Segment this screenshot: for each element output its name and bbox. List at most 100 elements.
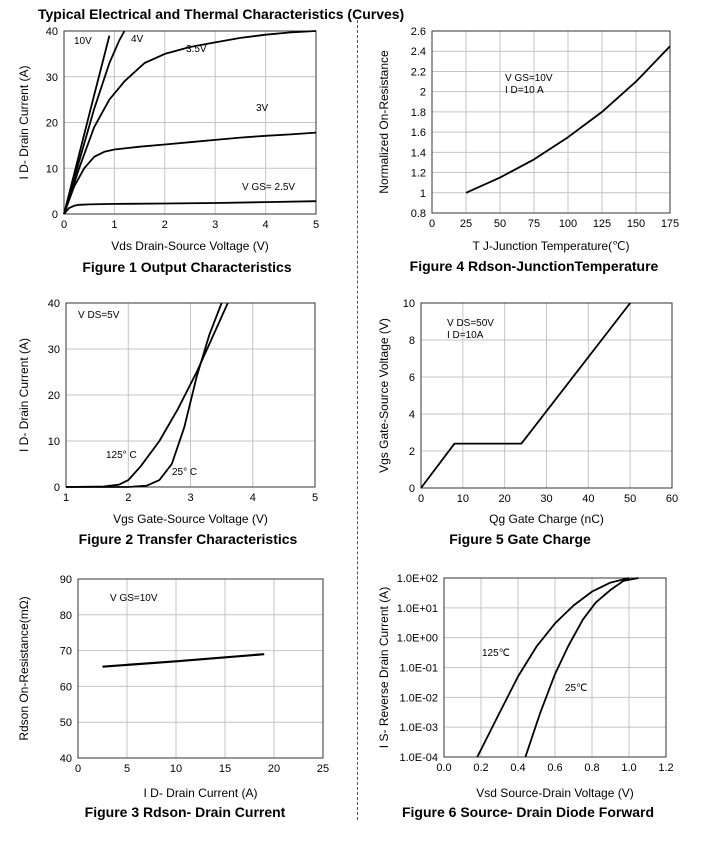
annotation-label: I D=10A bbox=[447, 330, 484, 341]
x-tick-label: 0.2 bbox=[473, 762, 488, 774]
plot-frame bbox=[77, 578, 324, 759]
series-label: 25℃ bbox=[565, 683, 587, 694]
y-tick-label: 1.2 bbox=[411, 168, 426, 180]
chart-fig3: 0 5 10 15 20 25 40 50 60 70 80 90 I D- Drain Current… bbox=[17, 574, 329, 820]
y-tick-label: 10 bbox=[48, 436, 60, 448]
y-tick-label: 40 bbox=[60, 753, 72, 765]
x-tick-label: 30 bbox=[540, 493, 552, 505]
annotation-label: V DS=5V bbox=[78, 310, 120, 321]
y-tick-label: 1.0E-04 bbox=[399, 752, 438, 764]
x-tick-label: 125 bbox=[593, 218, 611, 230]
x-tick-label: 150 bbox=[627, 218, 645, 230]
y-tick-label: 10 bbox=[46, 163, 58, 175]
x-tick-label: 1.2 bbox=[658, 762, 673, 774]
x-tick-label: 25 bbox=[317, 763, 329, 775]
x-axis-label: I D- Drain Current (A) bbox=[143, 786, 257, 800]
chart-fig5: 0 10 20 30 40 50 60 0 2 4 6 8 10 Qg Gate Charge (nC) V… bbox=[377, 298, 678, 547]
y-tick-label: 4 bbox=[409, 409, 415, 421]
y-tick-label: 10 bbox=[403, 298, 415, 310]
x-tick-label: 5 bbox=[313, 219, 319, 231]
y-tick-label: 0 bbox=[52, 209, 58, 221]
x-tick-label: 50 bbox=[624, 493, 636, 505]
x-tick-label: 1 bbox=[111, 219, 117, 231]
series-line bbox=[63, 200, 317, 215]
x-tick-label: 3 bbox=[212, 219, 218, 231]
plot-frame bbox=[420, 302, 673, 489]
x-tick-label: 1 bbox=[63, 492, 69, 504]
series-label: V GS= 2.5V bbox=[242, 182, 295, 193]
series-label: 125° C bbox=[106, 450, 137, 461]
y-tick-label: 0.8 bbox=[411, 208, 426, 220]
series-line bbox=[63, 30, 317, 215]
series-label: 25° C bbox=[172, 467, 197, 478]
y-axis-label: Vgs Gate-Source Voltage (V) bbox=[377, 318, 391, 473]
figure-caption: Figure 2 Transfer Characteristics bbox=[79, 531, 298, 547]
x-tick-label: 0.6 bbox=[547, 762, 562, 774]
series-line bbox=[524, 577, 639, 758]
figure-caption: Figure 4 Rdson-JunctionTemperature bbox=[410, 258, 659, 274]
x-tick-label: 1.0 bbox=[621, 762, 636, 774]
y-tick-label: 30 bbox=[46, 72, 58, 84]
x-tick-label: 50 bbox=[494, 218, 506, 230]
chart-fig2: 1 2 3 4 5 0 10 20 30 40 Vgs Gate-Source Voltage (V… bbox=[17, 298, 318, 547]
y-tick-label: 80 bbox=[60, 610, 72, 622]
x-axis-label: Qg Gate Charge (nC) bbox=[489, 512, 604, 526]
x-axis-label: Vsd Source-Drain Voltage (V) bbox=[476, 786, 633, 800]
y-axis-label: I D- Drain Current (A) bbox=[17, 338, 31, 452]
y-tick-label: 30 bbox=[48, 344, 60, 356]
figure-caption: Figure 6 Source- Drain Diode Forward bbox=[402, 804, 654, 820]
y-tick-label: 1.0E+01 bbox=[397, 603, 438, 615]
y-axis-label: I S- Reverse Drain Current (A) bbox=[377, 587, 391, 748]
x-tick-label: 0.4 bbox=[510, 762, 525, 774]
annotation-label: V DS=50V bbox=[447, 318, 494, 329]
x-tick-label: 0 bbox=[429, 218, 435, 230]
x-tick-label: 20 bbox=[499, 493, 511, 505]
y-tick-label: 1.8 bbox=[411, 107, 426, 119]
y-tick-label: 20 bbox=[48, 390, 60, 402]
y-tick-label: 2.6 bbox=[411, 26, 426, 38]
y-tick-label: 2.2 bbox=[411, 66, 426, 78]
x-tick-label: 2 bbox=[125, 492, 131, 504]
x-tick-label: 0 bbox=[418, 493, 424, 505]
y-tick-label: 1.0E+02 bbox=[397, 573, 438, 585]
x-tick-label: 100 bbox=[559, 218, 577, 230]
x-tick-label: 0 bbox=[75, 763, 81, 775]
y-tick-label: 50 bbox=[60, 717, 72, 729]
figure-caption: Figure 5 Gate Charge bbox=[449, 531, 591, 547]
chart-fig1: 0 1 2 3 4 5 0 10 20 30 40 Vds Drain-Source Voltage … bbox=[17, 26, 319, 275]
y-tick-label: 1.0E-02 bbox=[399, 692, 438, 704]
x-axis-label: T J-Junction Temperature(℃) bbox=[472, 239, 629, 253]
y-tick-label: 70 bbox=[60, 646, 72, 658]
plot-frame bbox=[443, 577, 667, 758]
y-tick-label: 2.4 bbox=[411, 46, 426, 58]
x-tick-label: 25 bbox=[460, 218, 472, 230]
y-tick-label: 60 bbox=[60, 681, 72, 693]
y-tick-label: 2 bbox=[420, 87, 426, 99]
y-tick-label: 6 bbox=[409, 372, 415, 384]
x-tick-label: 75 bbox=[528, 218, 540, 230]
y-tick-label: 40 bbox=[46, 26, 58, 38]
x-tick-label: 40 bbox=[582, 493, 594, 505]
x-tick-label: 2 bbox=[162, 219, 168, 231]
annotation-label: V GS=10V bbox=[505, 73, 553, 84]
x-tick-label: 4 bbox=[263, 219, 269, 231]
x-tick-label: 4 bbox=[250, 492, 256, 504]
plot-frame bbox=[65, 302, 316, 488]
y-tick-label: 1.0E-03 bbox=[399, 722, 438, 734]
series-line bbox=[476, 577, 630, 758]
x-tick-label: 0.8 bbox=[584, 762, 599, 774]
series-line bbox=[63, 30, 126, 215]
y-tick-label: 2 bbox=[409, 446, 415, 458]
chart-fig6: 0.0 0.2 0.4 0.6 0.8 1.0 1.2 1.0E-04 1.0E-03 1.0E-… bbox=[377, 573, 674, 820]
y-tick-label: 20 bbox=[46, 118, 58, 130]
y-tick-label: 90 bbox=[60, 574, 72, 586]
figure-caption: Figure 3 Rdson- Drain Current bbox=[85, 804, 286, 820]
column-divider bbox=[357, 20, 358, 820]
y-tick-label: 1.0E+00 bbox=[397, 633, 438, 645]
annotation-label: I D=10 A bbox=[505, 85, 544, 96]
y-tick-label: 1.6 bbox=[411, 127, 426, 139]
series-label: 4V bbox=[131, 34, 144, 45]
x-tick-label: 0 bbox=[61, 219, 67, 231]
y-axis-label: Rdson On-Resistance(mΩ) bbox=[17, 596, 31, 740]
